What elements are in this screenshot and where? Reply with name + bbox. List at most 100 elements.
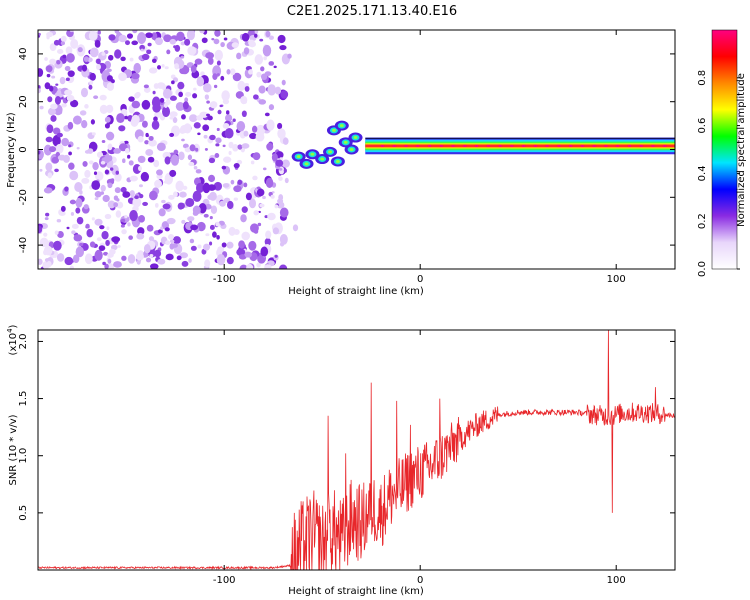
heatmap-blob [70,99,79,108]
heatmap-blob [55,143,64,154]
heatmap-blob [178,151,185,161]
heatmap-blob [259,203,265,208]
heatmap-blob [100,160,106,165]
snr-multiplier-base: (x10 [8,333,19,356]
heatmap-blob [274,86,282,95]
heatmap-blob [233,163,240,169]
heatmap-blob [101,230,109,240]
heatmap-blob [94,39,101,48]
heatmap-blob [114,173,122,182]
heatmap-blob [195,182,204,193]
heatmap-blob [220,41,225,48]
heatmap-blob [113,195,119,201]
signal-band-peak [663,144,667,147]
heatmap-blob [79,110,87,116]
heatmap-blob [205,233,210,237]
heatmap-blob [104,213,112,220]
signal-band-peak [404,144,408,147]
signal-band-peak [545,144,549,147]
heatmap-blob [133,62,142,74]
heatmap-blob [212,231,217,238]
heatmap-blob [277,34,286,44]
heatmap-blob [268,104,275,111]
colorbar-tick-label: 0.2 [697,213,708,229]
heatmap-blob [152,90,156,95]
heatmap-blob [84,150,91,154]
heatmap-blob [165,240,171,246]
heatmap-blob [177,81,185,90]
heatmap-blob [50,103,58,110]
heatmap-blob [236,121,246,132]
heatmap-blob [233,185,242,193]
heatmap-blob [202,182,211,194]
heatmap-blob [156,82,166,89]
heatmap-blob [104,169,110,175]
snr-frame [37,329,676,571]
heatmap-blob [80,87,89,98]
signal-band-layer [365,144,675,148]
heatmap-blob [127,222,131,227]
heatmap-blob [81,64,88,72]
signal-band-peak [592,144,596,147]
heatmap-blob [331,128,336,132]
heatmap-blob [55,83,59,86]
heatmap-blob [54,168,59,173]
heatmap-blob [57,154,67,161]
heatmap-blob [169,95,177,101]
signal-band-peak [533,144,537,147]
heatmap-blob [64,256,74,266]
heatmap-blob [220,75,225,81]
heatmap-blob [228,226,236,236]
heatmap-blob [174,63,180,70]
heatmap-blob [211,38,215,41]
heatmap-blob [162,106,171,118]
heatmap-blob [232,118,236,122]
heatmap-blob [105,239,110,246]
signal-band-peak [604,144,608,147]
heatmap-blob [108,34,116,41]
heatmap-blob [189,144,196,152]
heatmap-blob [267,212,276,221]
heatmap-blob [54,230,59,235]
heatmap-blob [183,123,192,134]
heatmap-blob [169,38,177,45]
heatmap-blob [38,88,41,94]
heatmap-blob [79,242,84,247]
heatmap-blob [51,75,56,79]
heatmap-blob [193,87,197,91]
heatmap-blob [194,58,203,65]
heatmap-blob [164,156,171,165]
heatmap-blob [46,124,54,134]
heatmap-blob [46,31,54,38]
heatmap-blob [207,184,216,191]
heatmap-blob [137,155,146,164]
heatmap-blob [65,77,70,82]
heatmap-blob [256,262,261,268]
heatmap-blob [154,179,162,188]
heatmap-blob [279,44,287,51]
heatmap-blob [279,207,289,218]
heatmap-blob [196,115,204,121]
heatmap-blob [142,201,149,207]
heatmap-blob [140,48,144,52]
heatmap-blob [132,30,138,34]
heatmap-blob [169,243,175,250]
spectrogram-panel: -100 0 100 40 20 0 -20 -40 Height of straight l… [6,29,676,297]
heatmap-blob [223,156,232,163]
heatmap-blob [190,224,199,231]
heatmap-blob [56,48,64,55]
heatmap-blob [64,186,69,192]
heatmap-blob [129,190,135,197]
signal-band-peak [580,144,584,147]
signal-band-peak [381,144,384,147]
heatmap-blob [43,187,53,194]
spectrogram-ytick-label: -20 [18,189,29,205]
heatmap-blob [267,84,277,96]
heatmap-blob [243,47,250,55]
heatmap-blob [266,142,274,151]
heatmap-blob [45,136,53,143]
heatmap-blob [54,96,62,105]
heatmap-blob [184,97,189,103]
heatmap-blob [103,251,109,256]
heatmap-blob [79,190,83,195]
